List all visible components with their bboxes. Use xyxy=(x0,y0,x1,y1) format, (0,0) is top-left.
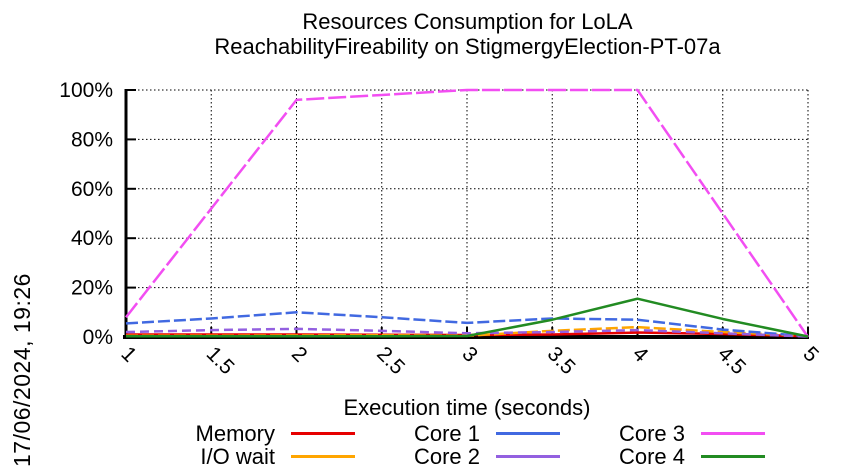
series-line-core-3 xyxy=(125,88,810,338)
legend-color-swatch xyxy=(291,432,355,435)
chart-legend: Memory Core 1 Core 3 I/O wait Core 2 Core 4 xyxy=(150,421,765,469)
y-tick-label: 100% xyxy=(59,79,113,102)
x-tick-label: 2 xyxy=(287,342,312,367)
series-line-core-1 xyxy=(125,311,809,338)
legend-color-swatch xyxy=(701,432,765,435)
x-axis-title: Execution time (seconds) xyxy=(343,395,591,420)
legend-color-swatch xyxy=(496,432,560,435)
x-tick-label: 5 xyxy=(798,342,823,367)
legend-item-core-4: Core 4 xyxy=(560,444,765,469)
legend-label: Core 2 xyxy=(413,444,480,469)
legend-item-core-1: Core 1 xyxy=(355,421,560,446)
x-tick-label: 2.5 xyxy=(372,342,409,379)
legend-color-swatch xyxy=(291,455,355,458)
legend-label: Core 1 xyxy=(413,421,480,446)
x-tick-label: 3.5 xyxy=(543,342,580,379)
series-line-core-4 xyxy=(126,297,809,338)
chart-title-block: Resources Consumption for LoLA Reachabil… xyxy=(85,9,850,59)
y-tick-label: 60% xyxy=(71,178,113,201)
y-tick-label: 80% xyxy=(71,128,113,151)
y-tick-label: 40% xyxy=(71,227,113,250)
y-tick-label: 20% xyxy=(71,277,113,300)
legend-color-swatch xyxy=(496,455,560,458)
legend-label: Core 4 xyxy=(618,444,685,469)
legend-color-swatch xyxy=(701,455,765,458)
legend-item-core-3: Core 3 xyxy=(560,421,765,446)
legend-label: I/O wait xyxy=(200,444,275,469)
legend-item-core-2: Core 2 xyxy=(355,444,560,469)
chart-title: Resources Consumption for LoLA xyxy=(302,9,633,34)
chart-subtitle: ReachabilityFireability on StigmergyElec… xyxy=(214,34,721,59)
legend-item-i-o-wait: I/O wait xyxy=(150,444,355,469)
series-line-core-2 xyxy=(125,327,809,338)
x-tick-label: 1.5 xyxy=(202,342,239,379)
x-tick-label: 4 xyxy=(628,342,653,367)
x-tick-label: 1 xyxy=(116,342,141,367)
x-tick-label: 4.5 xyxy=(713,342,750,379)
y-tick-label: 0% xyxy=(83,326,113,349)
legend-label: Memory xyxy=(195,421,275,446)
legend-item-memory: Memory xyxy=(150,421,355,446)
legend-label: Core 3 xyxy=(618,421,685,446)
x-tick-label: 3 xyxy=(457,342,482,367)
